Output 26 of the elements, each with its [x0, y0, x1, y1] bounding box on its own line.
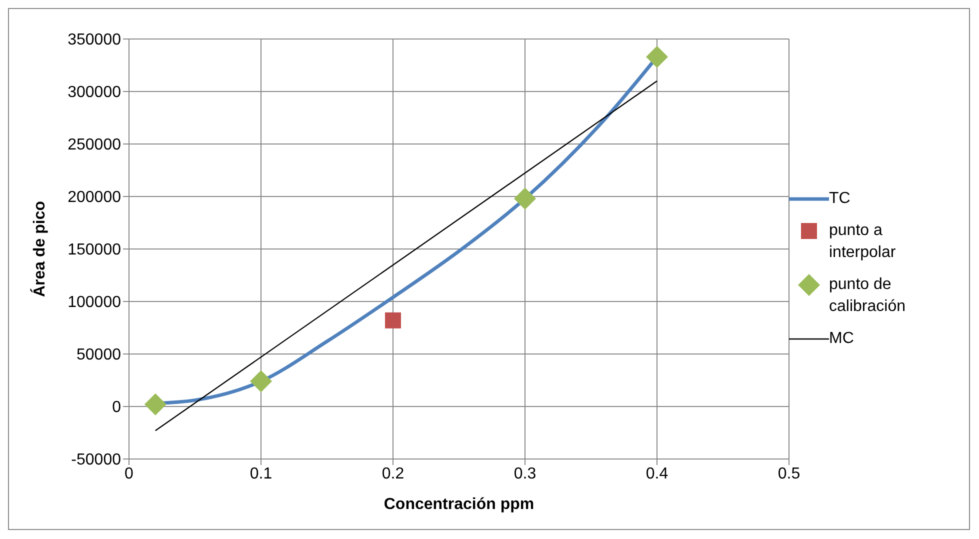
point	[646, 46, 668, 68]
y-tick-label: 0	[112, 399, 122, 416]
x-tick-label: 0.4	[646, 465, 668, 482]
x-tick-label: 0.2	[382, 465, 404, 482]
y-tick-label: -50000	[71, 452, 122, 469]
x-axis-title: Concentración ppm	[384, 496, 534, 513]
x-tick-label: 0	[124, 465, 134, 482]
y-axis-title: Área de pico	[30, 200, 49, 298]
x-tick-label: 0.1	[250, 465, 272, 482]
point	[144, 393, 166, 416]
point	[385, 312, 401, 328]
y-tick-label: 100000	[68, 294, 122, 312]
x-tick-label: 0.5	[778, 465, 800, 482]
point	[514, 188, 536, 210]
legend-label: MC	[829, 329, 855, 349]
y-tick-label: 300000	[68, 84, 122, 102]
legend-label: punto de calibración	[829, 275, 906, 317]
y-tick-label: 350000	[68, 32, 122, 49]
y-tick-label: 150000	[68, 242, 122, 259]
legend-label: TC	[829, 189, 852, 209]
x-tick-label: 0.3	[514, 465, 536, 482]
y-tick-label: 50000	[76, 346, 122, 364]
legend-label: punto a interpolar	[829, 221, 897, 263]
y-tick-label: 200000	[68, 189, 122, 206]
point	[250, 370, 272, 392]
y-tick-label: 250000	[68, 136, 122, 154]
